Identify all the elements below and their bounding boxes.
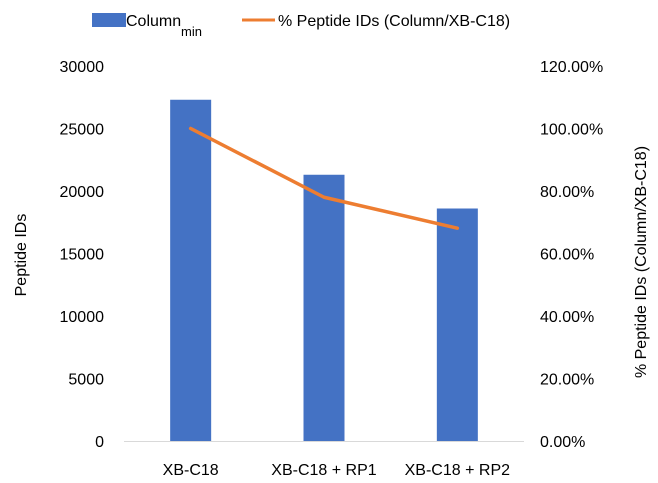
- y-tick-label: 30000: [60, 59, 105, 76]
- y2-tick-label: 60.00%: [540, 247, 594, 264]
- line-series: [188, 126, 460, 230]
- bar-series: [170, 99, 478, 441]
- y-tick-label: 20000: [60, 184, 105, 201]
- x-tick-label: XB-C18 + RP1: [271, 462, 376, 479]
- x-axis-ticks: XB-C18 XB-C18 + RP1 XB-C18 + RP2: [163, 462, 510, 479]
- bar: [170, 99, 212, 441]
- y-axis-ticks: 0 5000 10000 15000 20000 25000 30000: [60, 59, 105, 451]
- legend-label-bar: Column: [126, 13, 181, 30]
- y-tick-label: 5000: [68, 372, 104, 389]
- y2-axis-ticks: 0.00% 20.00% 40.00% 60.00% 80.00% 100.00% 120.…: [540, 59, 603, 451]
- bar: [436, 208, 478, 441]
- y-axis-title: Peptide IDs: [13, 214, 30, 297]
- y2-tick-label: 20.00%: [540, 372, 594, 389]
- y-tick-label: 15000: [60, 247, 105, 264]
- y2-tick-label: 120.00%: [540, 59, 603, 76]
- x-tick-label: XB-C18 + RP2: [405, 462, 510, 479]
- legend-label-line: % Peptide IDs (Column/XB-C18): [278, 13, 510, 30]
- y2-axis-title: % Peptide IDs (Column/XB-C18): [633, 146, 650, 378]
- y-tick-label: 25000: [60, 122, 105, 139]
- legend-swatch-bar: [92, 13, 126, 27]
- y2-tick-label: 40.00%: [540, 309, 594, 326]
- x-tick-label: XB-C18: [163, 462, 219, 479]
- bar: [303, 174, 345, 441]
- y-tick-label: 10000: [60, 309, 105, 326]
- y2-tick-label: 0.00%: [540, 434, 585, 451]
- legend: Column min % Peptide IDs (Column/XB-C18): [92, 13, 510, 39]
- legend-label-bar-subscript: min: [181, 24, 202, 39]
- y-tick-label: 0: [95, 434, 104, 451]
- y2-tick-label: 80.00%: [540, 184, 594, 201]
- y2-tick-label: 100.00%: [540, 122, 603, 139]
